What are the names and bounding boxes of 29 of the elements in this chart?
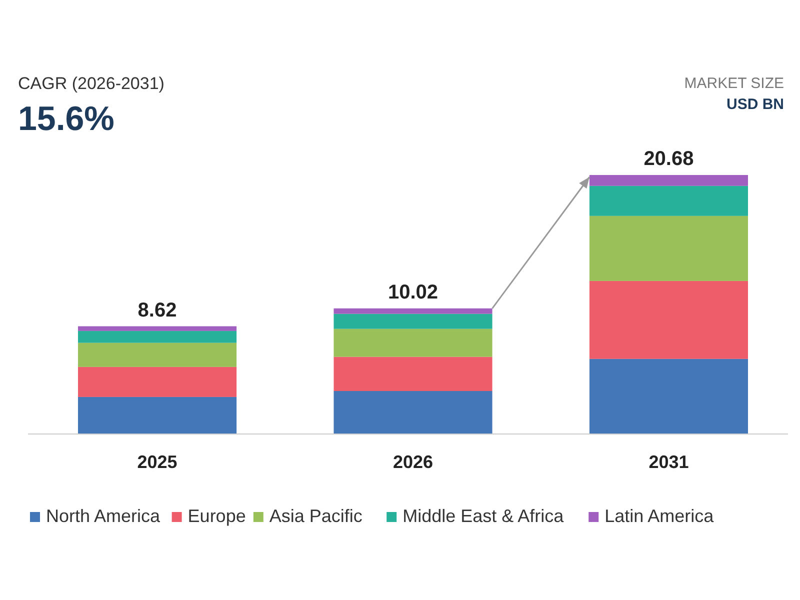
bar — [78, 330, 237, 343]
legend-label: Middle East & Africa — [402, 506, 565, 526]
bar — [334, 356, 492, 392]
bar — [589, 280, 748, 359]
text: USD BN — [726, 96, 784, 113]
bar — [334, 391, 492, 434]
text: 15.6% — [18, 100, 114, 138]
legend-label: Latin America — [604, 506, 715, 526]
bar — [589, 358, 748, 434]
x-tick-label: 2026 — [392, 452, 434, 472]
text: CAGR (2026-2031) — [18, 74, 164, 93]
bar — [589, 216, 748, 281]
bar — [78, 326, 237, 331]
bar — [78, 396, 237, 434]
bar — [334, 328, 492, 357]
legend-label: Asia Pacific — [269, 506, 362, 526]
bar — [589, 186, 748, 216]
bar — [78, 366, 237, 397]
bar — [78, 342, 237, 367]
text: 20.68 — [644, 148, 694, 170]
bar — [334, 308, 492, 314]
legend-label: Europe — [188, 506, 246, 526]
annotation: 10.02 — [388, 281, 438, 304]
text: MARKET SIZE — [684, 75, 784, 92]
bar — [334, 314, 492, 329]
x-tick-label: 2025 — [137, 452, 178, 472]
legend-label: North America — [46, 506, 162, 526]
x-tick-label: 2031 — [648, 452, 689, 472]
annotation: 8.62 — [138, 299, 177, 322]
